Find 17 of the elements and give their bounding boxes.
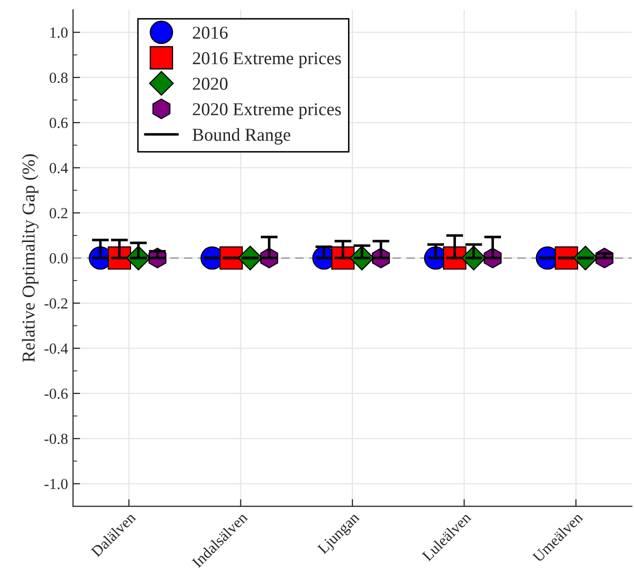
legend-label: Bound Range <box>192 128 290 145</box>
y-tick-label: -0.6 <box>44 388 68 399</box>
y-tick-label: 0.4 <box>50 162 68 174</box>
y-tick-label: 1.0 <box>50 27 68 38</box>
y-tick-label: 0.2 <box>50 208 68 218</box>
y-tick-label: -0.4 <box>44 343 68 354</box>
y-tick-label: -0.8 <box>44 434 68 444</box>
y-tick-label: -0.2 <box>44 298 68 309</box>
legend-label: 2016 <box>192 26 228 39</box>
y-tick-label: 0.6 <box>50 118 68 128</box>
y-tick-label: -1.0 <box>44 478 68 490</box>
legend-label: 2016 Extreme prices <box>192 52 341 68</box>
legend-label: 2020 <box>192 78 228 90</box>
y-tick-label: 0.0 <box>50 253 68 264</box>
legend-label: 2020 Extreme prices <box>192 103 341 120</box>
y-tick-label: 0.8 <box>50 72 68 83</box>
y-axis-title: Relative Optimality Gap (%) <box>22 154 38 362</box>
